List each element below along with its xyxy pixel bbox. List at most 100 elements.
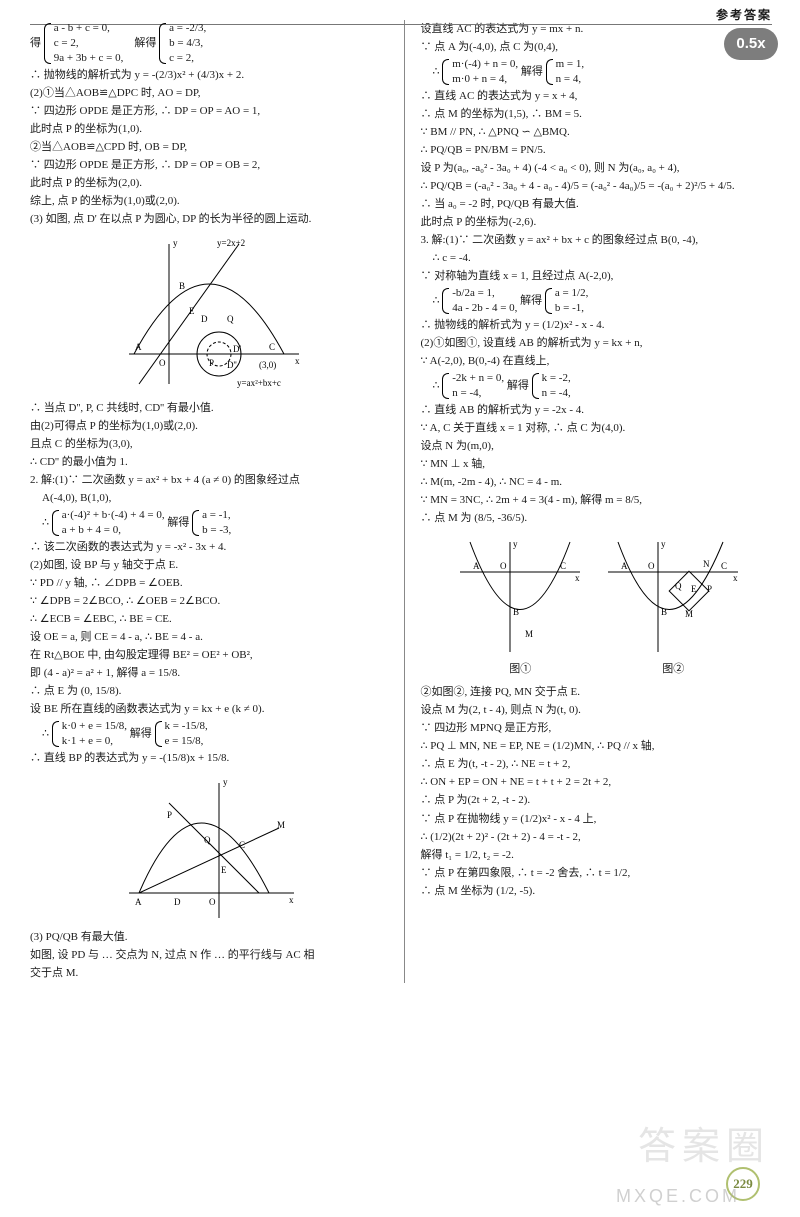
text-line: ∴ PQ ⊥ MN, NE = EP, NE = (1/2)MN, ∴ PQ /… [421,738,779,755]
eq: c = 2, [169,51,206,66]
brace-system: a·(-4)² + b·(-4) + 4 = 0, a + b + 4 = 0, [52,508,165,538]
text-line: ∴ c = -4. [421,250,779,267]
eq: a = -1, [202,508,231,523]
text-line: 设点 N 为(m,0), [421,438,779,455]
fig-label: Q [204,835,211,845]
brace-system: k·0 + e = 15/8, k·1 + e = 0, [52,719,127,749]
eq: n = -4, [542,386,571,401]
figure-pair: y A O C x B M 图① [421,533,779,678]
text-line: 设 OE = a, 则 CE = 4 - a, ∴ BE = 4 - a. [30,629,388,646]
zoom-badge[interactable]: 0.5x [724,28,778,60]
text-line: ∴ 直线 AB 的解析式为 y = -2x - 4. [421,402,779,419]
fig-label: C [721,561,727,571]
eq: -b/2a = 1, [452,286,517,301]
fig-label: D [174,897,181,907]
eq: b = -3, [202,523,231,538]
fig-label: C [560,561,566,571]
page-body: 得 a - b + c = 0, c = 2, 9a + 3b + c = 0,… [0,0,800,1001]
eq: a + b + 4 = 0, [62,523,165,538]
diagram-svg: y A O C x B M [455,537,585,657]
label: 解得 [134,37,156,49]
eq: 4a - 2b - 4 = 0, [452,301,517,316]
text-line: ∵ 四边形 OPDE 是正方形, ∴ DP = OP = AO = 1, [30,103,388,120]
fig-label: B [661,607,667,617]
text-line: (3) PQ/QB 有最大值. [30,929,388,946]
fig-label: N [703,559,710,569]
text-line: ∴ 点 E 为(t, -t - 2), ∴ NE = t + 2, [421,756,779,773]
figure-caption: 图① [455,661,585,678]
eq: k·1 + e = 0, [62,734,127,749]
text-line: ∴ 当点 D'', P, C 共线时, CD'' 有最小值. [30,400,388,417]
figure-left: y A O C x B M 图① [455,533,585,678]
brace-system: a = 1/2, b = -1, [545,286,588,316]
eq: a·(-4)² + b·(-4) + 4 = 0, [62,508,165,523]
fig-label: Q [227,314,234,324]
brace-system: a - b + c = 0, c = 2, 9a + 3b + c = 0, [44,21,124,66]
text-line: ∴ 点 M 坐标为 (1/2, -5). [421,883,779,900]
eq: a - b + c = 0, [54,21,124,36]
text-line: ∴ a·(-4)² + b·(-4) + 4 = 0, a + b + 4 = … [30,508,388,538]
fig-label: A [135,342,142,352]
text-line: 且点 C 的坐标为(3,0), [30,436,388,453]
text-line: 在 Rt△BOE 中, 由勾股定理得 BE² = OE² + OB², [30,647,388,664]
text-line: 此时点 P 的坐标为(1,0). [30,121,388,138]
text-line: ∵ 点 P 在第四象限, ∴ t = -2 舍去, ∴ t = 1/2, [421,865,779,882]
eq: e = 15/8, [165,734,208,749]
fig-label: P [167,810,172,820]
fig-label: M [277,820,285,830]
diagram-svg: y=2x+2 B E D Q A O P D' D'' C (3,0) y=ax… [109,234,309,394]
fig-label: y=2x+2 [217,238,245,248]
text-line: ∴ ON + EP = ON + NE = t + t + 2 = 2t + 2… [421,774,779,791]
brace-system: -b/2a = 1, 4a - 2b - 4 = 0, [442,286,517,316]
page-number: 229 [726,1167,760,1201]
text-line: 设 P 为(a₀, -a₀² - 3a₀ + 4) (-4 < a₀ < 0),… [421,160,779,177]
text-line: ∴ PQ/QB = PN/BM = PN/5. [421,142,779,159]
text-line: ∴ 该二次函数的表达式为 y = -x² - 3x + 4. [30,539,388,556]
fig-label: D'' [227,360,237,370]
text-line: 由(2)可得点 P 的坐标为(1,0)或(2,0). [30,418,388,435]
text-line: (2)①如图①, 设直线 AB 的解析式为 y = kx + n, [421,335,779,352]
text-line: 综上, 点 P 的坐标为(1,0)或(2,0). [30,193,388,210]
eq: a = 1/2, [555,286,588,301]
eq: 9a + 3b + c = 0, [54,51,124,66]
eq: c = 2, [54,36,124,51]
text-line: 3. 解:(1)∵ 二次函数 y = ax² + bx + c 的图象经过点 B… [421,232,779,249]
fig-label: P [209,358,214,368]
text-line: ∵ PD // y 轴, ∴ ∠DPB = ∠OEB. [30,575,388,592]
watermark-url: MXQE.COM [616,1183,740,1211]
brace-system: m·(-4) + n = 0, m·0 + n = 4, [442,57,518,87]
fig-label: D [201,314,208,324]
label: 解得 [520,295,542,307]
eq: n = -4, [452,386,504,401]
left-column: 得 a - b + c = 0, c = 2, 9a + 3b + c = 0,… [30,20,388,983]
figure-parabola-2: y P Q C M A D O E x [30,773,388,923]
fig-label: E [691,584,697,594]
fig-label: y [661,539,666,549]
brace-system: a = -1, b = -3, [192,508,231,538]
brace-system: m = 1, n = 4, [546,57,585,87]
text-line: ∴ (1/2)(2t + 2)² - (2t + 2) - 4 = -t - 2… [421,829,779,846]
figure-right: y N A O Q E P C x B M 图② [603,533,743,678]
fig-label: y=ax²+bx+c [237,378,281,388]
fig-label: C [269,342,275,352]
fig-label: O [159,358,166,368]
text-line: 2. 解:(1)∵ 二次函数 y = ax² + bx + 4 (a ≠ 0) … [30,472,388,489]
text-line: (3) 如图, 点 D' 在以点 P 为圆心, DP 的长为半径的圆上运动. [30,211,388,228]
eq: m·0 + n = 4, [452,72,518,87]
text-line: ∵ ∠DPB = 2∠BCO, ∴ ∠OEB = 2∠BCO. [30,593,388,610]
text-line: ②如图②, 连接 PQ, MN 交于点 E. [421,684,779,701]
right-column: 设直线 AC 的表达式为 y = mx + n. ∵ 点 A 为(-4,0), … [421,20,779,983]
brace-system: -2k + n = 0, n = -4, [442,371,504,401]
label: 解得 [521,65,543,77]
text-line: 得 a - b + c = 0, c = 2, 9a + 3b + c = 0,… [30,21,388,66]
text-line: ∴ -b/2a = 1, 4a - 2b - 4 = 0, 解得 a = 1/2… [421,286,779,316]
text-line: ∴ 抛物线的解析式为 y = -(2/3)x² + (4/3)x + 2. [30,67,388,84]
fig-label: E [221,865,227,875]
fig-label: x [733,573,738,583]
fig-label: E [189,306,195,316]
fig-label: O [648,561,655,571]
eq: b = 4/3, [169,36,206,51]
text-line: ∴ 点 M 的坐标为(1,5), ∴ BM = 5. [421,106,779,123]
fig-label: D' [233,344,241,354]
column-divider [404,20,405,983]
